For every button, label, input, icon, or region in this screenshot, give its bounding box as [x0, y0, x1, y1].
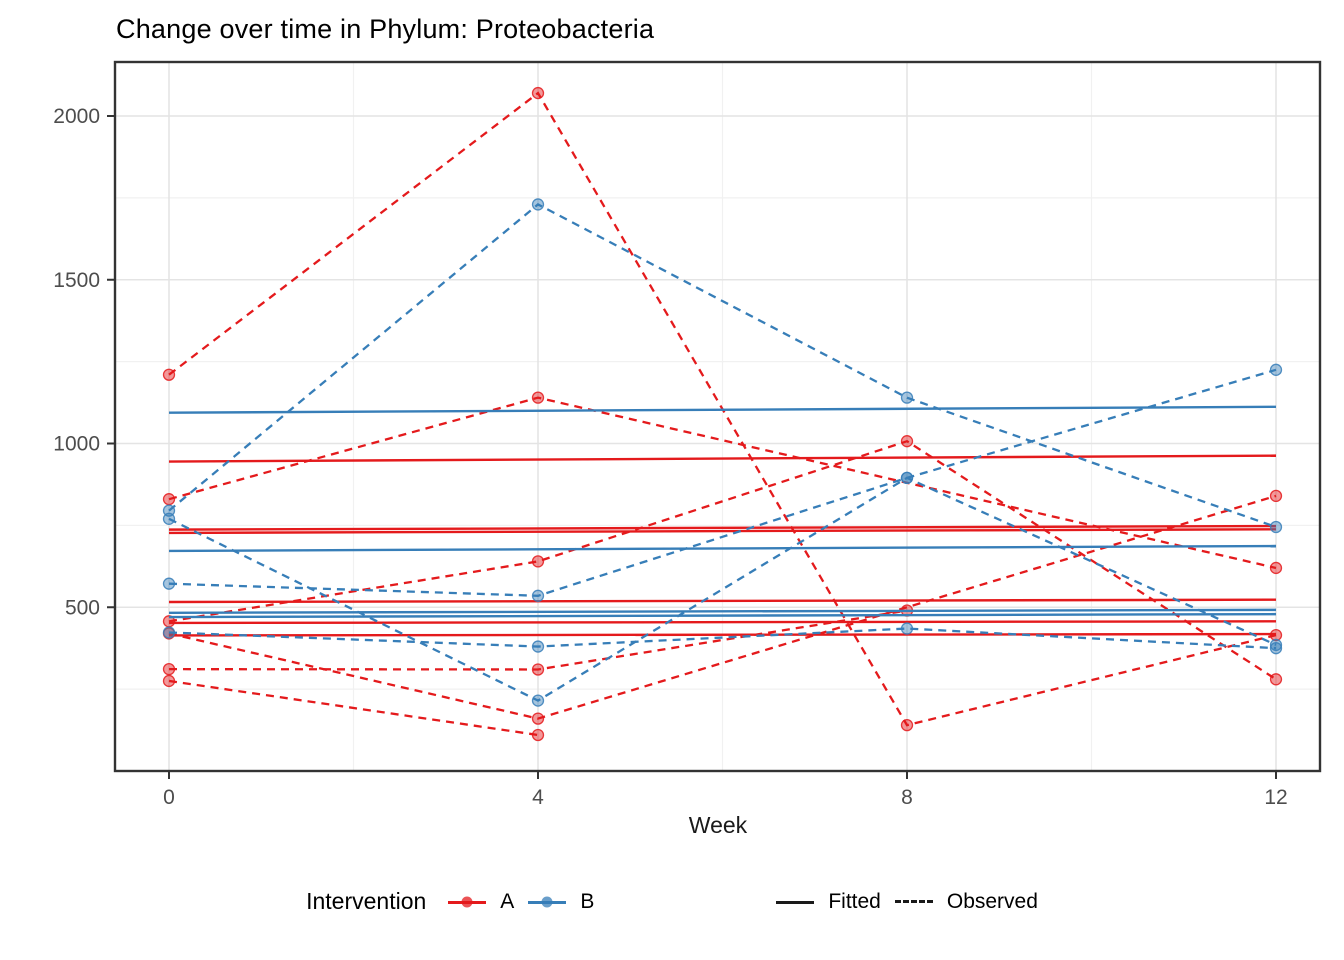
fitted-line-A4 [168, 620, 1277, 625]
observed-line-A6 [168, 679, 539, 737]
data-point-B4 [900, 622, 914, 635]
observed-line-A4 [168, 609, 908, 671]
data-point-B3 [162, 577, 176, 590]
observed-line-A2 [168, 396, 1277, 570]
data-point-B4 [531, 640, 545, 653]
observed-line-A3 [168, 439, 1277, 681]
fitted-line-B1 [168, 405, 1277, 414]
data-point-A2 [162, 493, 176, 506]
data-point-B1 [531, 198, 545, 211]
x-tick-label: 12 [1264, 786, 1287, 809]
x-axis-title: Week [688, 812, 748, 838]
data-point-B3 [531, 589, 545, 602]
x-tick-label: 4 [532, 786, 544, 809]
legend-key-group-a-icon [448, 891, 487, 913]
data-point-A2 [531, 391, 545, 404]
plot-title: Change over time in Phylum: Proteobacter… [116, 14, 655, 44]
fitted-line-A5 [168, 598, 1277, 604]
legend-label-fitted: Fitted [828, 889, 881, 913]
data-point-B3 [1269, 363, 1283, 376]
observed-line-A5 [168, 494, 1277, 720]
data-point-A4 [531, 663, 545, 676]
data-point-A1 [162, 368, 176, 381]
data-point-A6 [531, 728, 545, 742]
data-point-A5 [1269, 489, 1283, 503]
legend: Intervention A B Fitted Observed [0, 888, 1344, 915]
fitted-line-B2 [168, 608, 1277, 615]
fitted-line-A3 [168, 528, 1277, 535]
data-point-A3 [1269, 673, 1283, 686]
fitted-line-A2 [168, 524, 1277, 531]
legend-key-fitted-icon [776, 891, 815, 913]
fitted-line-A6 [168, 632, 1277, 637]
observed-line-B4 [168, 627, 1277, 650]
data-point-B2 [162, 512, 176, 525]
y-tick-label: 1000 [53, 433, 100, 456]
legend-title: Intervention [306, 888, 427, 914]
data-point-B4 [1269, 642, 1283, 655]
legend-label-observed: Observed [946, 889, 1038, 913]
data-point-A1 [900, 719, 914, 732]
data-point-A3 [900, 435, 914, 448]
legend-label-group-a: A [500, 889, 515, 913]
legend-label-group-b: B [580, 889, 595, 913]
observed-line-B1 [168, 203, 1277, 529]
data-point-B4 [162, 626, 176, 639]
data-point-A2 [1269, 561, 1283, 575]
legend-key-group-b-icon [528, 891, 567, 913]
fitted-line-B4 [168, 612, 1277, 619]
fitted-line-A1 [168, 454, 1277, 463]
data-point-A1 [531, 86, 545, 100]
data-point-B2 [1269, 638, 1283, 652]
data-point-A3 [531, 555, 545, 568]
data-point-B2 [531, 694, 545, 707]
data-point-A6 [162, 674, 176, 688]
y-tick-label: 500 [65, 596, 100, 619]
data-point-A4 [162, 662, 176, 676]
data-point-A5 [531, 712, 545, 725]
observed-line-B3 [168, 368, 1277, 597]
x-tick-label: 0 [163, 786, 175, 809]
data-point-B3 [900, 471, 914, 485]
y-tick-label: 2000 [53, 105, 100, 128]
fitted-line-B3 [168, 544, 1277, 553]
y-tick-label: 1500 [53, 269, 100, 292]
panel-border [113, 60, 1322, 773]
legend-key-observed-icon [894, 891, 933, 913]
x-tick-label: 8 [901, 786, 913, 809]
data-point-B1 [900, 391, 914, 404]
data-point-B1 [1269, 520, 1283, 534]
